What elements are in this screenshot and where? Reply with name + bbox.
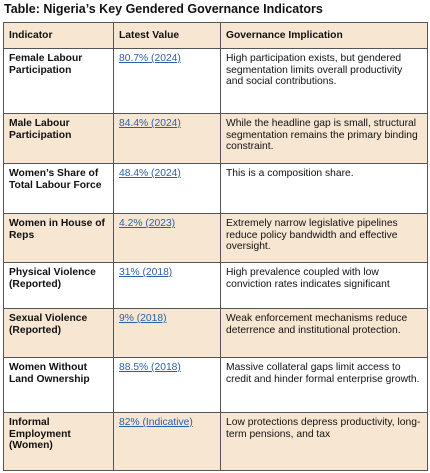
value-link[interactable]: 88.5% (2018) [119, 362, 181, 373]
value-cell: 31% (2018) [113, 262, 221, 309]
table-row: Sexual Violence (Reported) 9% (2018) Weak … [3, 308, 428, 358]
table-title: Table: Nigeria’s Key Gendered Governance… [4, 2, 323, 16]
indicator-cell: Male Labour Participation [3, 113, 114, 164]
value-link[interactable]: 82% (Indicative) [119, 417, 193, 428]
value-cell: 80.7% (2024) [113, 48, 221, 114]
value-link[interactable]: 80.7% (2024) [119, 53, 181, 64]
table-row: Women in House of Reps 4.2% (2023) Extreme… [3, 213, 428, 263]
table-row: Women’s Share of Total Labour Force 48.4%… [3, 163, 428, 214]
value-cell: 84.4% (2024) [113, 113, 221, 164]
indicator-cell: Women Without Land Ownership [3, 357, 114, 413]
table-row: Female Labour Participation 80.7% (2024) H… [3, 48, 428, 114]
indicator-cell: Sexual Violence (Reported) [3, 308, 114, 358]
indicator-cell: Female Labour Participation [3, 48, 114, 114]
implication-cell: Low protections depress productivity, lo… [220, 412, 428, 471]
indicator-cell: Physical Violence (Reported) [3, 262, 114, 309]
indicator-cell: Women’s Share of Total Labour Force [3, 163, 114, 214]
value-link[interactable]: 48.4% (2024) [119, 168, 181, 179]
value-link[interactable]: 84.4% (2024) [119, 118, 181, 129]
implication-cell: This is a composition share. [220, 163, 428, 214]
table-body: Female Labour Participation 80.7% (2024) H… [3, 48, 428, 471]
value-cell: 9% (2018) [113, 308, 221, 358]
table-row: Physical Violence (Reported) 31% (2018) Hi… [3, 262, 428, 309]
value-cell: 88.5% (2018) [113, 357, 221, 413]
indicator-table: Indicator Latest Value Governance Implicat… [3, 22, 428, 471]
value-link[interactable]: 4.2% (2023) [119, 218, 176, 229]
implication-cell: While the headline gap is small, structu… [220, 113, 428, 164]
table-row: Women Without Land Ownership 88.5% (2018)… [3, 357, 428, 413]
table-row: Male Labour Participation 84.4% (2024) Whi… [3, 113, 428, 164]
value-cell: 82% (Indicative) [113, 412, 221, 471]
column-header: Latest Value [113, 22, 221, 49]
indicator-cell: Informal Employment (Women) [3, 412, 114, 471]
header-row: Indicator Latest Value Governance Implicat… [3, 22, 428, 49]
indicator-cell: Women in House of Reps [3, 213, 114, 263]
implication-cell: Extremely narrow legislative pipelines r… [220, 213, 428, 263]
value-cell: 48.4% (2024) [113, 163, 221, 214]
implication-cell: Weak enforcement mechanisms reduce deter… [220, 308, 428, 358]
implication-cell: High participation exists, but gendered … [220, 48, 428, 114]
implication-cell: High prevalence coupled with low convict… [220, 262, 428, 309]
table-row: Informal Employment (Women) 82% (Indicati… [3, 412, 428, 471]
column-header: Governance Implication [220, 22, 428, 49]
implication-cell: Massive collateral gaps limit access to … [220, 357, 428, 413]
value-cell: 4.2% (2023) [113, 213, 221, 263]
value-link[interactable]: 9% (2018) [119, 313, 167, 324]
column-header: Indicator [3, 22, 114, 49]
value-link[interactable]: 31% (2018) [119, 267, 173, 278]
